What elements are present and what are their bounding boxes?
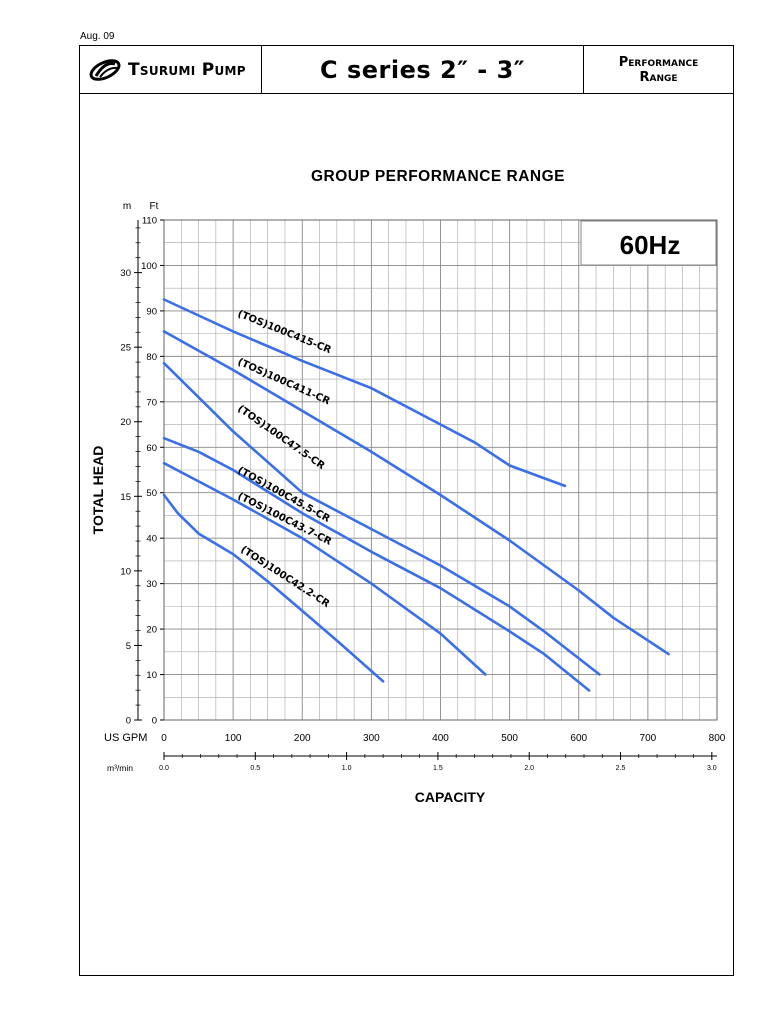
ft-tick-label: 30	[146, 579, 157, 590]
brand-cell: Tsurumi Pump	[80, 46, 262, 93]
meter-tick-label: 30	[120, 268, 131, 279]
meter-tick-label: 25	[120, 343, 131, 354]
series-title: C series 2″ - 3″	[319, 55, 526, 84]
brand-name: Tsurumi Pump	[128, 59, 246, 80]
ft-tick-label: 110	[142, 216, 157, 227]
ft-tick-label: 70	[146, 397, 157, 408]
chart-title: GROUP PERFORMANCE RANGE	[311, 168, 565, 185]
document-date: Aug. 09	[80, 31, 115, 42]
document-header: Tsurumi Pump C series 2″ - 3″ Performanc…	[80, 46, 733, 94]
m3-tick-label: 0.0	[159, 765, 169, 772]
doc-type-line2: Range	[639, 69, 678, 85]
m3-tick-label: 2.0	[524, 765, 534, 772]
meter-tick-label: 10	[120, 566, 131, 577]
m3-tick-label: 3.0	[707, 765, 717, 772]
ft-tick-label: 90	[146, 306, 157, 317]
gpm-tick-label: 200	[294, 733, 311, 744]
plot-border	[163, 219, 718, 721]
gpm-tick-label: 300	[363, 733, 380, 744]
curve-line	[162, 493, 385, 683]
gpm-tick-label: 400	[432, 733, 449, 744]
ft-tick-label: 40	[146, 534, 157, 545]
gpm-axis: 0 100 200 300 400 500 600 700 800	[161, 733, 726, 744]
meter-unit-label: m	[123, 201, 131, 212]
frequency-box: 60Hz	[580, 220, 717, 266]
m3-axis: 0.0 0.5 1.0 1.5 2.0 2.5 3.0	[159, 752, 717, 772]
gpm-tick-label: 800	[709, 733, 726, 744]
doc-type-line1: Performance	[618, 54, 699, 70]
y-axis-title: TOTAL HEAD	[90, 446, 106, 535]
m3-tick-label: 1.5	[433, 765, 443, 772]
ft-axis: 0 10 20 30 40 50 60 70 80 90 100 110	[141, 216, 164, 727]
gpm-tick-label: 600	[570, 733, 587, 744]
gpm-tick-label: 500	[501, 733, 518, 744]
meter-axis: 0 5 10 15 20 25 30	[120, 227, 142, 727]
meter-tick-label: 0	[126, 716, 131, 727]
meter-tick-label: 5	[126, 641, 131, 652]
ft-tick-label: 80	[146, 352, 157, 363]
gpm-tick-label: 700	[640, 733, 657, 744]
ft-tick-label: 20	[146, 625, 157, 636]
meter-tick-label: 20	[120, 417, 131, 428]
m3-tick-label: 2.5	[616, 765, 626, 772]
curve-line	[162, 361, 601, 676]
gpm-tick-label: 100	[225, 733, 242, 744]
curve-line	[162, 436, 591, 692]
pump-curves: (TOS)100C415-CR(TOS)100C411-CR(TOS)100C4…	[162, 298, 670, 692]
meter-tick-label: 15	[120, 492, 131, 503]
curve-line	[162, 330, 670, 656]
doc-type-cell: Performance Range	[584, 46, 733, 93]
frequency-label: 60Hz	[620, 230, 681, 260]
ft-unit-label: Ft	[150, 201, 159, 212]
curve-line	[162, 461, 487, 676]
gpm-unit-label: US GPM	[104, 732, 147, 744]
series-cell: C series 2″ - 3″	[262, 46, 584, 93]
gpm-tick-label: 0	[161, 733, 167, 744]
x-axis-title: CAPACITY	[415, 789, 486, 805]
ft-tick-label: 60	[146, 443, 157, 454]
tsurumi-logo-icon	[89, 58, 121, 81]
m3-tick-label: 1.0	[342, 765, 352, 772]
page-frame: Tsurumi Pump C series 2″ - 3″ Performanc…	[79, 45, 734, 976]
m3-tick-label: 0.5	[250, 765, 260, 772]
ft-tick-label: 10	[146, 670, 157, 681]
m3-unit-label: m³/min	[107, 763, 133, 773]
curve-label: (TOS)100C47.5-CR	[235, 403, 327, 472]
ft-tick-label: 100	[141, 261, 157, 272]
ft-tick-label: 50	[146, 488, 157, 499]
curve-line	[162, 298, 567, 488]
ft-tick-label: 0	[152, 716, 157, 727]
